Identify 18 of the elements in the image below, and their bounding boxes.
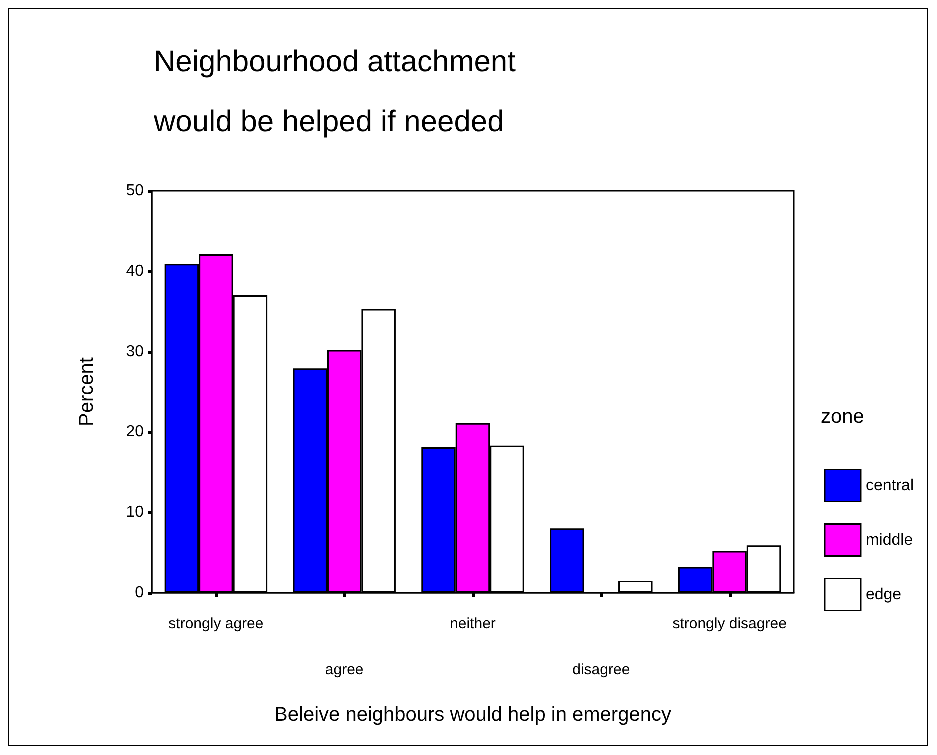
y-tick-label: 20: [126, 424, 144, 441]
y-tick-label: 50: [126, 182, 144, 200]
x-tick-label: strongly agree: [168, 616, 264, 632]
x-tick-label: strongly disagree: [672, 616, 787, 632]
y-tick-label: 10: [126, 504, 144, 522]
legend-label: middle: [866, 532, 914, 549]
y-axis-title: Percent: [76, 357, 98, 426]
legend-title: zone: [821, 406, 864, 428]
x-axis-title: Beleive neighbours would help in emergency: [274, 704, 672, 726]
legend-label: edge: [866, 586, 902, 604]
chart-title: Neighbourhood attachment would be helped if needed: [153, 46, 517, 138]
legend-label: central: [866, 477, 914, 494]
y-tick-label: 30: [126, 343, 144, 360]
y-tick-label: 40: [126, 262, 144, 280]
x-tick-label: disagree: [572, 662, 630, 678]
y-tick-label: 0: [135, 584, 144, 602]
x-tick-label: neither: [450, 616, 496, 632]
x-tick-label: agree: [325, 662, 364, 678]
